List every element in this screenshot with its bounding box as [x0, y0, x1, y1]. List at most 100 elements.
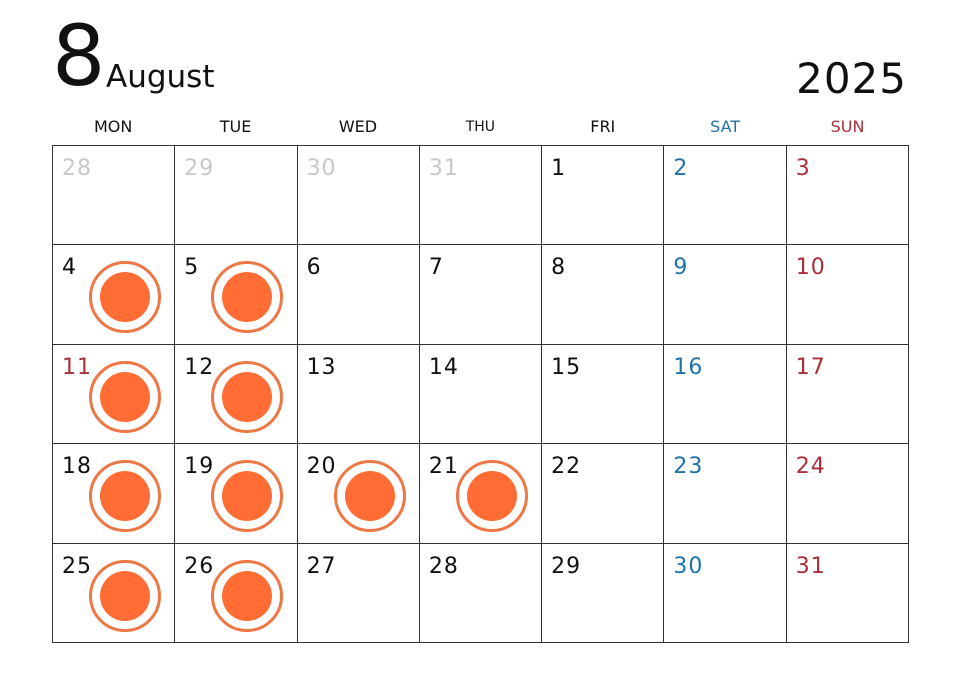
day-number: 15: [551, 354, 582, 380]
day-cell[interactable]: 5: [175, 245, 298, 345]
day-number: 8: [551, 255, 567, 281]
day-cell[interactable]: 28: [419, 543, 543, 643]
day-number: 10: [795, 255, 826, 281]
day-cell[interactable]: 8: [542, 245, 665, 345]
day-number: 14: [428, 354, 459, 380]
orange-circle-marker-icon: [211, 360, 284, 433]
day-number: 25: [62, 553, 92, 579]
weekday-label-tue: TUE: [219, 117, 252, 136]
orange-circle-marker-icon: [211, 559, 284, 632]
day-cell[interactable]: 14: [419, 344, 543, 445]
month-name: August: [106, 59, 215, 95]
orange-dot-icon: [466, 471, 517, 522]
day-number: 20: [306, 454, 337, 480]
day-number: 5: [184, 255, 200, 281]
day-cell[interactable]: 19: [175, 444, 298, 544]
weekday-label-mon: MON: [94, 117, 133, 136]
day-cell[interactable]: 28: [53, 146, 176, 246]
day-number: 18: [62, 454, 92, 480]
day-number: 11: [62, 354, 92, 380]
day-number: 22: [551, 454, 582, 480]
year: 2025: [796, 54, 907, 103]
orange-circle-marker-icon: [333, 460, 406, 533]
calendar-grid: 28 29 30 31 1 2 3 4 5 6 7 8 9 10 11 12 13 14 15 16 17 18 19 20 2…: [52, 145, 909, 643]
day-cell[interactable]: 25: [53, 543, 176, 643]
month-number: 8: [52, 7, 105, 105]
day-cell[interactable]: 10: [786, 245, 909, 345]
day-cell[interactable]: 12: [175, 344, 298, 445]
day-number: 17: [795, 354, 826, 380]
orange-dot-icon: [222, 371, 273, 422]
day-cell[interactable]: 23: [664, 444, 787, 544]
orange-circle-marker-icon: [211, 460, 284, 533]
day-cell[interactable]: 22: [542, 444, 665, 544]
day-number: 24: [795, 454, 826, 480]
orange-circle-marker-icon: [89, 559, 161, 632]
day-cell[interactable]: 7: [419, 245, 543, 345]
day-cell[interactable]: 21: [419, 444, 543, 544]
day-number: 30: [306, 156, 337, 181]
day-number: 28: [428, 553, 459, 579]
day-cell[interactable]: 26: [175, 543, 298, 643]
day-cell[interactable]: 6: [297, 245, 420, 345]
day-cell[interactable]: 27: [297, 543, 420, 643]
weekday-label-fri: FRI: [590, 117, 616, 136]
day-number: 19: [184, 454, 215, 480]
day-cell[interactable]: 13: [297, 344, 420, 445]
orange-dot-icon: [100, 371, 150, 422]
orange-dot-icon: [344, 471, 395, 522]
day-cell[interactable]: 30: [297, 146, 420, 246]
day-number: 16: [673, 354, 704, 380]
weekday-label-sun: SUN: [830, 117, 865, 136]
day-number: 12: [184, 354, 215, 380]
day-cell[interactable]: 29: [175, 146, 298, 246]
day-cell[interactable]: 11: [53, 344, 176, 445]
orange-circle-marker-icon: [455, 460, 528, 533]
weekday-label-wed: WED: [338, 117, 378, 136]
orange-circle-marker-icon: [211, 261, 284, 334]
day-number: 29: [184, 156, 215, 181]
day-number: 2: [673, 156, 689, 181]
day-number: 31: [795, 553, 826, 579]
weekday-header-row: MON TUE WED THU FRI SAT SUN: [52, 117, 909, 137]
orange-circle-marker-icon: [89, 360, 161, 433]
day-number: 9: [673, 255, 689, 281]
day-number: 13: [306, 354, 337, 380]
day-cell[interactable]: 30: [664, 543, 787, 643]
orange-dot-icon: [222, 272, 273, 323]
orange-dot-icon: [100, 570, 150, 621]
day-number: 7: [428, 255, 444, 281]
weekday-label-sat: SAT: [710, 117, 741, 136]
day-number: 26: [184, 553, 215, 579]
day-cell[interactable]: 9: [664, 245, 787, 345]
day-number: 23: [673, 454, 704, 480]
orange-dot-icon: [222, 471, 273, 522]
day-number: 27: [306, 553, 337, 579]
day-cell[interactable]: 17: [786, 344, 909, 445]
day-number: 29: [551, 553, 582, 579]
day-cell[interactable]: 29: [542, 543, 665, 643]
orange-dot-icon: [100, 272, 150, 323]
day-number: 6: [306, 255, 322, 281]
day-number: 21: [428, 454, 459, 480]
day-number: 4: [62, 255, 77, 281]
day-number: 28: [62, 156, 92, 181]
orange-circle-marker-icon: [89, 261, 161, 334]
day-cell[interactable]: 2: [664, 146, 787, 246]
orange-circle-marker-icon: [89, 460, 161, 533]
day-cell[interactable]: 4: [53, 245, 176, 345]
day-number: 1: [551, 156, 567, 181]
day-cell[interactable]: 16: [664, 344, 787, 445]
day-cell[interactable]: 31: [786, 543, 909, 643]
day-cell[interactable]: 18: [53, 444, 176, 544]
day-cell[interactable]: 3: [786, 146, 909, 246]
day-cell[interactable]: 1: [542, 146, 665, 246]
weekday-label-thu: THU: [465, 119, 496, 135]
day-cell[interactable]: 31: [419, 146, 543, 246]
day-cell[interactable]: 15: [542, 344, 665, 445]
orange-dot-icon: [100, 471, 150, 522]
day-cell[interactable]: 20: [297, 444, 420, 544]
day-cell[interactable]: 24: [786, 444, 909, 544]
orange-dot-icon: [222, 570, 273, 621]
day-number: 3: [795, 156, 811, 181]
